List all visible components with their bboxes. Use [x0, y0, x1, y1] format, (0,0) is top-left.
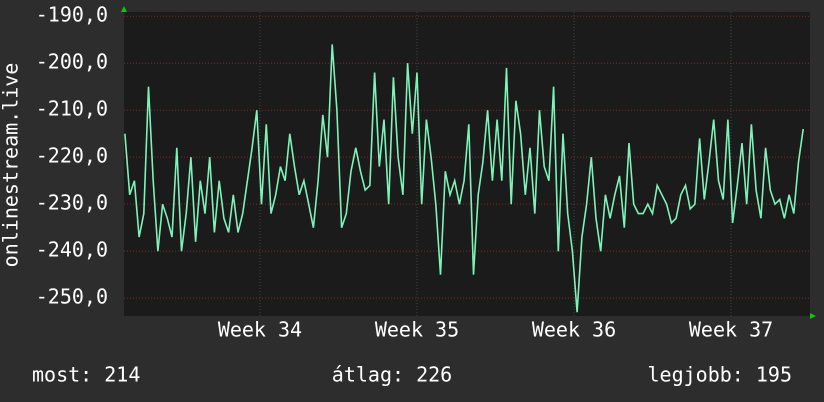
y-tick-label: -230,0 — [36, 191, 108, 215]
plot-area — [124, 12, 810, 316]
stat-current: most: 214 — [32, 363, 140, 387]
y-tick-label: -200,0 — [36, 50, 108, 74]
y-tick-label: -240,0 — [36, 238, 108, 262]
x-tick-label: Week 37 — [689, 318, 773, 342]
axis-arrow — [121, 6, 127, 12]
y-tick-label: -210,0 — [36, 97, 108, 121]
y-tick-label: -220,0 — [36, 144, 108, 168]
y-tick-label: -250,0 — [36, 285, 108, 309]
stat-best: legjobb: 195 — [648, 363, 793, 387]
x-tick-label: Week 35 — [375, 318, 459, 342]
y-tick-label: -190,0 — [36, 3, 108, 27]
x-tick-label: Week 36 — [532, 318, 616, 342]
data-line — [124, 44, 804, 313]
stat-average: átlag: 226 — [332, 363, 452, 387]
y-axis-label: onlinestream.live — [0, 63, 23, 268]
x-tick-label: Week 34 — [218, 318, 302, 342]
axis-arrow — [810, 313, 816, 319]
